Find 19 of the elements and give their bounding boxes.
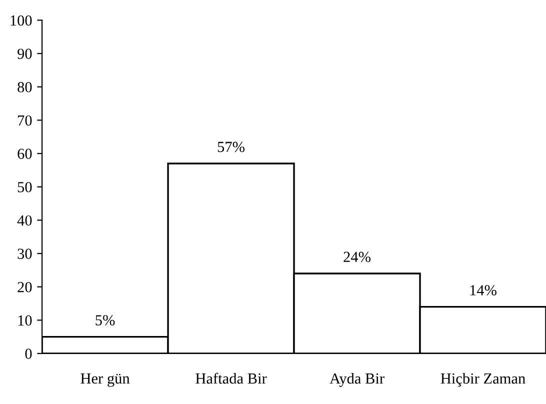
y-tick-label: 60 (18, 148, 32, 159)
y-tick-label: 100 (10, 15, 32, 26)
data-label: 14% (470, 285, 496, 296)
y-tick-label: 70 (18, 115, 32, 126)
y-tick-label: 90 (18, 48, 32, 59)
y-tick-label: 80 (18, 82, 32, 92)
data-label: 57% (218, 142, 245, 152)
data-label: 5% (96, 315, 115, 326)
y-tick-label: 50 (18, 182, 32, 192)
x-tick-label: Her gün (80, 374, 130, 387)
y-tick-label: 20 (18, 282, 32, 292)
x-tick-label: Haftada Bir (196, 372, 267, 384)
x-tick-label: Hiçbir Zaman (440, 372, 526, 387)
y-tick-label: 0 (25, 348, 32, 359)
y-tick-label: 10 (18, 315, 32, 326)
x-tick-label: Ayda Bir (330, 372, 384, 387)
y-tick-label: 30 (18, 248, 32, 259)
data-label: 24% (344, 252, 370, 262)
y-tick-label: 40 (17, 215, 32, 226)
